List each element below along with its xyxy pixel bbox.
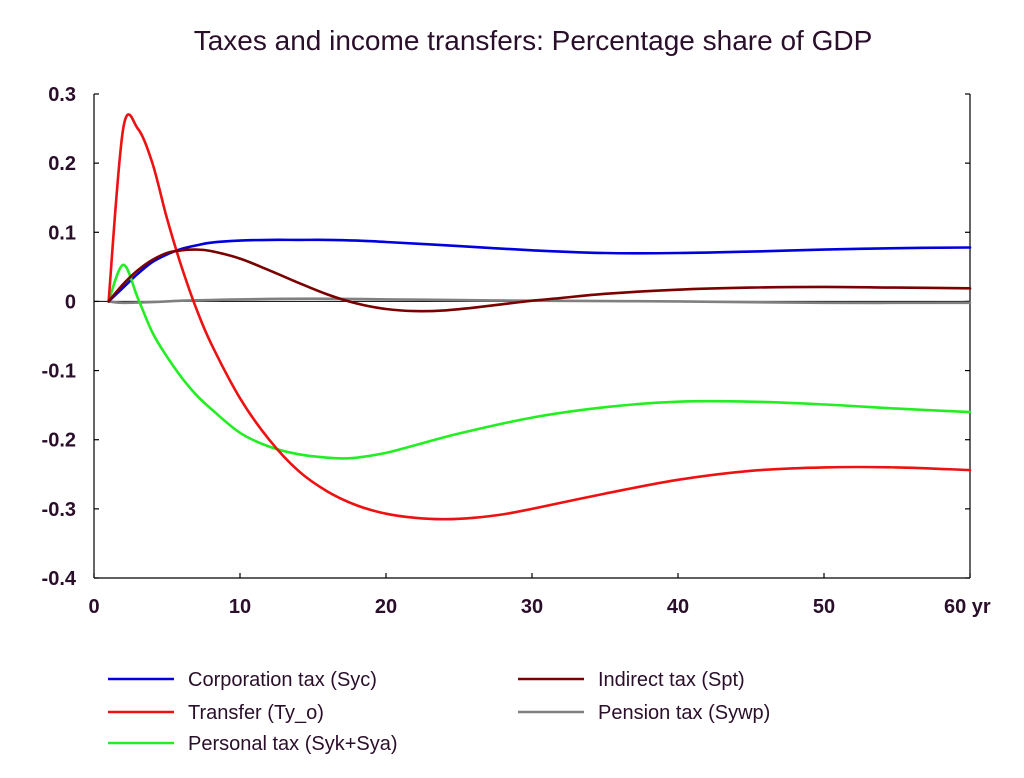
legend-item-pension-tax-sywp: Pension tax (Sywp) <box>518 702 770 724</box>
series-line-corporation-tax-syc <box>107 238 972 303</box>
x-tick-label: 10 <box>229 596 251 618</box>
legend-label: Transfer (Ty_o) <box>188 702 324 724</box>
plot-axes: 0.3 0.2 0.1 0 -0.1 -0.2 -0.3 -0.4 0 10 20 30 40 50 60 … <box>42 84 991 618</box>
series-line-indirect-tax-spt <box>107 248 972 313</box>
y-tick-label: -0.3 <box>42 499 76 521</box>
x-tick-label: 0 <box>88 596 99 618</box>
legend-label: Corporation tax (Syc) <box>188 669 377 691</box>
legend: Corporation tax (Syc) Transfer (Ty_o) Pers… <box>108 669 770 755</box>
series-line-pension-tax-sywp <box>107 297 972 305</box>
y-tick-label: 0.2 <box>48 153 76 175</box>
legend-item-personal-tax-syk-sya: Personal tax (Syk+Sya) <box>108 733 398 755</box>
y-tick-label: 0 <box>65 291 76 313</box>
series-lines <box>107 113 972 521</box>
legend-item-corporation-tax-syc: Corporation tax (Syc) <box>108 669 377 691</box>
y-tick-label: 0.1 <box>48 222 76 244</box>
legend-label: Indirect tax (Spt) <box>598 669 745 691</box>
x-tick-label: 60 yr <box>944 596 991 618</box>
series-line-personal-tax-syk-sya <box>107 263 972 460</box>
chart-title: Taxes and income transfers: Percentage s… <box>194 25 873 56</box>
legend-label: Pension tax (Sywp) <box>598 702 770 724</box>
x-tick-label: 30 <box>521 596 543 618</box>
y-tick-label: -0.2 <box>42 430 76 452</box>
y-tick-label: -0.4 <box>42 568 77 590</box>
y-tick-label: 0.3 <box>48 84 76 106</box>
series-line-transfer-ty-o <box>107 113 972 521</box>
x-tick-label: 40 <box>667 596 689 618</box>
x-tick-label: 20 <box>375 596 397 618</box>
y-tick-label: -0.1 <box>42 361 76 383</box>
legend-item-transfer-ty-o: Transfer (Ty_o) <box>108 702 324 724</box>
legend-label: Personal tax (Syk+Sya) <box>188 733 398 755</box>
legend-item-indirect-tax-spt: Indirect tax (Spt) <box>518 669 745 691</box>
x-tick-label: 50 <box>813 596 835 618</box>
